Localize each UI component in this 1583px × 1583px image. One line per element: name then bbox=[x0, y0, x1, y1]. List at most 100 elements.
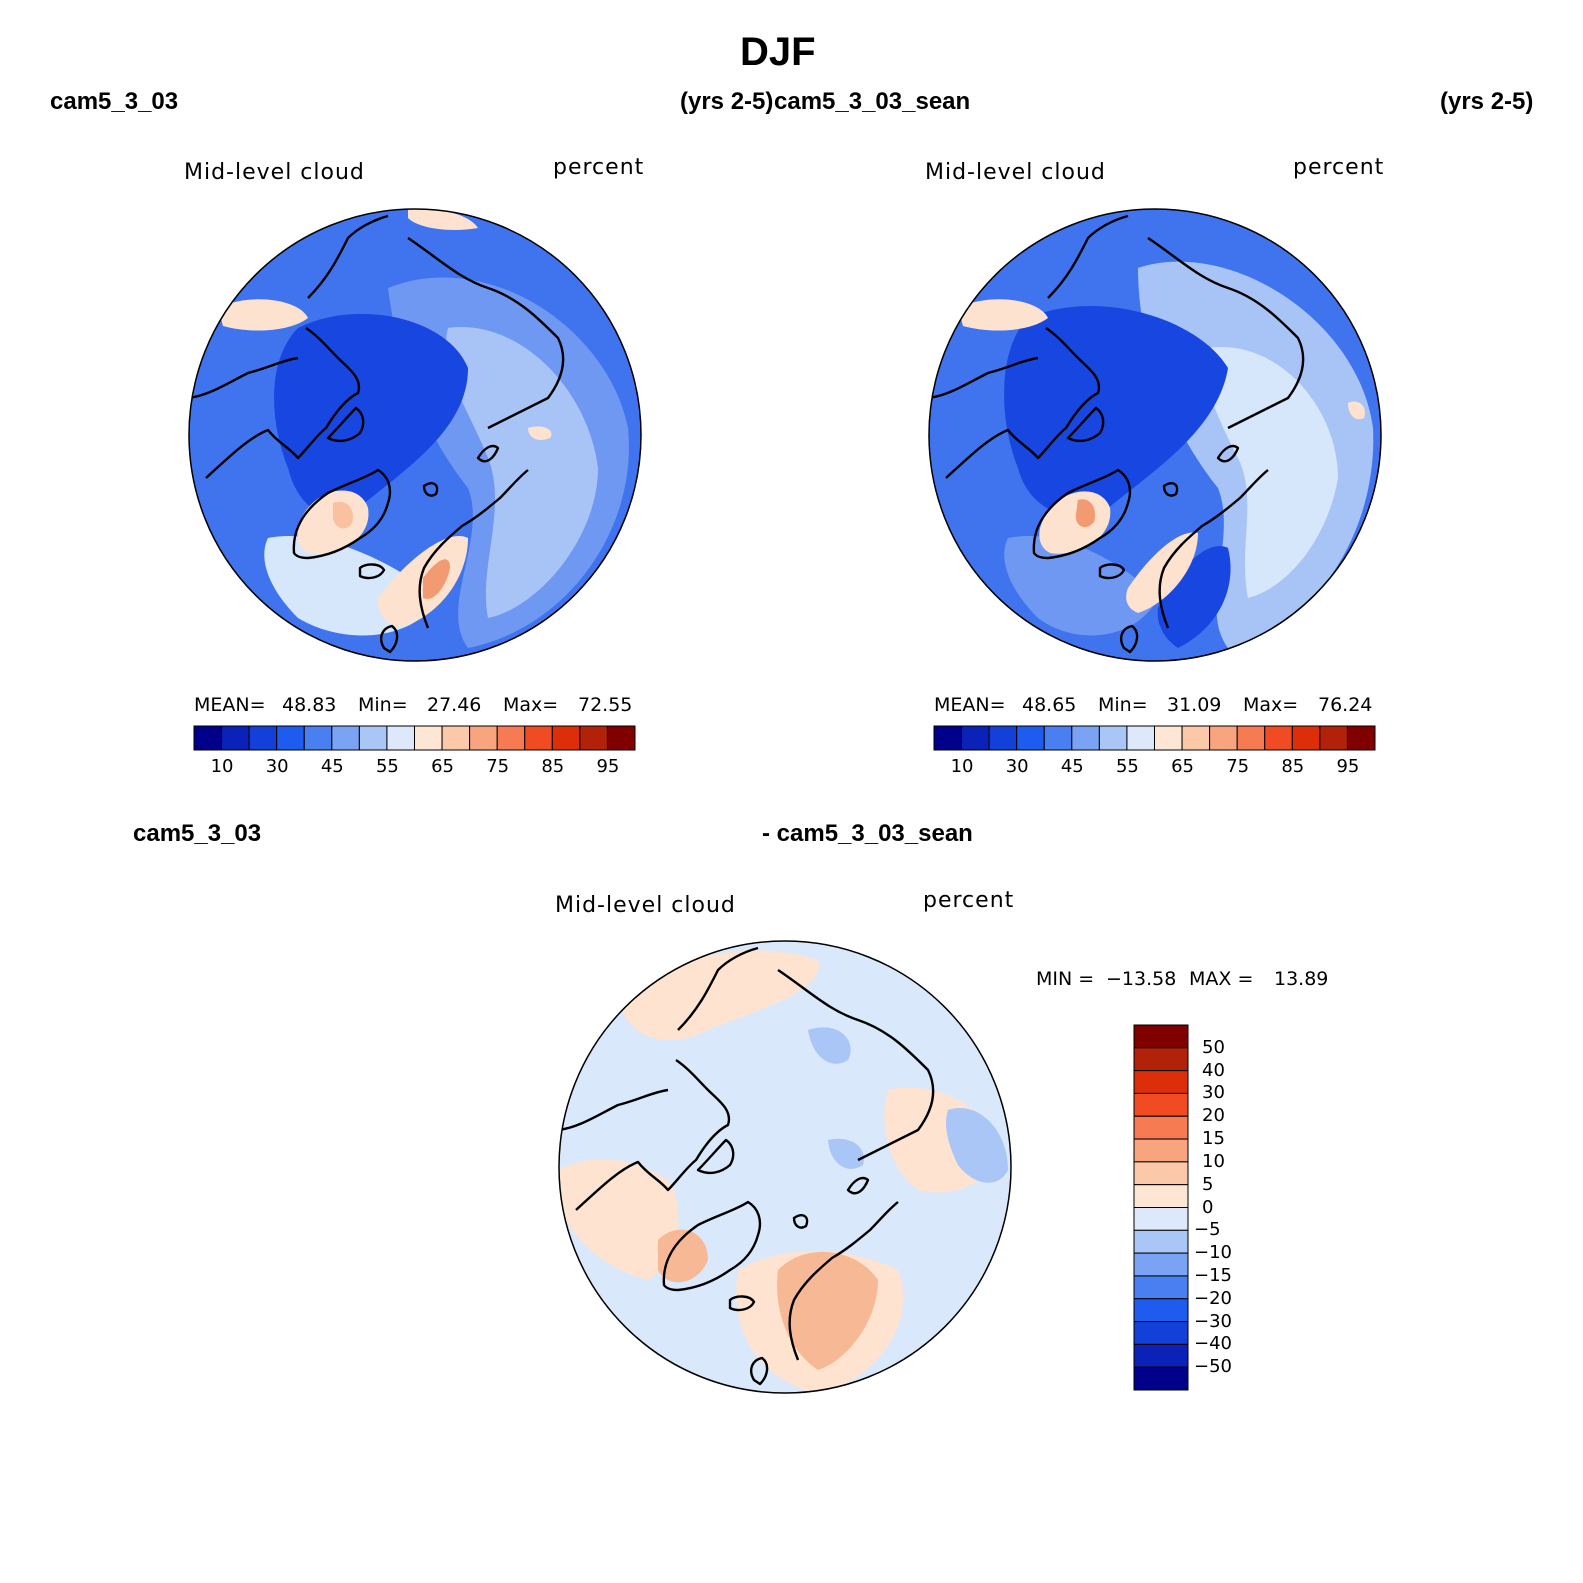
panel3-colorbar bbox=[1133, 1024, 1189, 1391]
panel1-case-name: cam5_3_03 bbox=[50, 88, 179, 115]
panel2-case-name: cam5_3_03_sean bbox=[774, 88, 971, 115]
colorbar-tick-label: 45 bbox=[320, 756, 344, 777]
colorbar-swatch bbox=[1133, 1184, 1189, 1208]
map2-field-peach-atlantic bbox=[1348, 401, 1365, 420]
map3-field-peach-west bbox=[559, 1159, 679, 1280]
map2-field-deep bbox=[1004, 306, 1228, 516]
colorbar-swatch bbox=[933, 725, 963, 751]
colorbar-swatch bbox=[579, 725, 608, 751]
colorbar-swatch bbox=[1133, 1092, 1189, 1117]
panel1-min-label: Min= bbox=[358, 694, 408, 716]
colorbar-swatch bbox=[1346, 725, 1376, 751]
colorbar-swatch bbox=[1319, 725, 1348, 751]
map2-coast-siberia bbox=[1047, 214, 1305, 430]
map3-coast-alaska bbox=[559, 1088, 669, 1132]
map1-field-peach-top bbox=[408, 209, 478, 230]
map1-field-peach-greenland bbox=[297, 490, 369, 554]
colorbar-swatch bbox=[1209, 725, 1238, 751]
map2-coast-greenland bbox=[1032, 468, 1132, 560]
map1-coast-canada bbox=[205, 327, 361, 479]
colorbar-swatch bbox=[1133, 1366, 1189, 1391]
colorbar-swatch bbox=[469, 725, 498, 751]
colorbar-swatch bbox=[1154, 725, 1183, 751]
map2-field-light bbox=[1004, 536, 1158, 636]
map1-field-peach-pacific bbox=[218, 299, 308, 331]
panel2-mean-value: 48.65 bbox=[1022, 694, 1077, 716]
map3-coast-canada bbox=[575, 1059, 731, 1211]
map1-coast-novaya bbox=[476, 444, 500, 463]
map2-field-deep-europe bbox=[1157, 546, 1231, 648]
panel2-years: (yrs 2-5) bbox=[1440, 88, 1534, 115]
colorbar-tick-label: 55 bbox=[375, 756, 399, 777]
colorbar-tick-label: 10 bbox=[1202, 1150, 1225, 1172]
map2-field-verypale bbox=[1205, 347, 1338, 598]
map1-field-peach-europe bbox=[377, 536, 468, 628]
panel3-min-value: −13.58 bbox=[1106, 968, 1177, 990]
colorbar-swatch bbox=[1181, 725, 1211, 751]
colorbar-swatch bbox=[606, 725, 636, 751]
colorbar-tick-label: 75 bbox=[486, 756, 510, 777]
map2-coast-iceland bbox=[1098, 563, 1126, 580]
map3-field-salmon-greenland bbox=[658, 1229, 708, 1283]
colorbar-swatch bbox=[1133, 1161, 1189, 1186]
panel1-mean-label: MEAN= bbox=[194, 694, 266, 716]
panel1-years: (yrs 2-5) bbox=[680, 88, 774, 115]
panel1-colorbar bbox=[193, 725, 636, 751]
colorbar-swatch bbox=[1133, 1024, 1189, 1049]
map3-coast-scandinavia bbox=[788, 1201, 899, 1361]
map1-field-salmon-greenland bbox=[333, 501, 353, 529]
map3-coast-iceland bbox=[728, 1295, 756, 1312]
map3-coast-baffin bbox=[696, 1138, 735, 1175]
map2-coast-britain bbox=[1120, 624, 1139, 654]
map3-field-blue-center bbox=[808, 1027, 851, 1064]
colorbar-tick-label: 65 bbox=[431, 756, 454, 777]
map3-coast-britain bbox=[750, 1356, 769, 1386]
colorbar-swatch bbox=[551, 725, 581, 751]
panel1-polar-map bbox=[188, 208, 642, 662]
map3-coast-greenland bbox=[662, 1200, 762, 1292]
colorbar-swatch bbox=[1098, 725, 1128, 751]
colorbar-tick-label: 15 bbox=[1202, 1128, 1225, 1150]
colorbar-swatch bbox=[276, 725, 305, 751]
colorbar-swatch bbox=[1133, 1252, 1189, 1277]
colorbar-tick-label: 85 bbox=[541, 756, 565, 777]
map1-coast-iceland bbox=[358, 563, 386, 580]
colorbar-swatch bbox=[961, 725, 990, 751]
colorbar-swatch bbox=[1133, 1115, 1189, 1140]
colorbar-swatch bbox=[193, 725, 223, 751]
colorbar-swatch bbox=[1133, 1047, 1189, 1072]
panel1-max-label: Max= bbox=[503, 694, 559, 716]
panel2-units-label: percent bbox=[1293, 155, 1385, 180]
colorbar-tick-label: −50 bbox=[1194, 1356, 1232, 1378]
figure-title: DJF bbox=[740, 30, 816, 74]
map3-field-salmon-europe bbox=[777, 1251, 878, 1370]
map1-field-deep bbox=[274, 313, 468, 516]
panel3-min-label: MIN = bbox=[1036, 968, 1095, 990]
colorbar-swatch bbox=[441, 725, 471, 751]
colorbar-tick-label: 10 bbox=[210, 756, 234, 777]
colorbar-tick-label: 75 bbox=[1226, 756, 1250, 777]
colorbar-swatch bbox=[358, 725, 388, 751]
map3-field-blue-east bbox=[946, 1108, 1008, 1183]
colorbar-tick-label: 95 bbox=[1336, 756, 1360, 777]
map1-field-pale bbox=[446, 327, 598, 618]
panel2-max-label: Max= bbox=[1243, 694, 1299, 716]
panel3-units-label: percent bbox=[923, 888, 1015, 913]
panel2-variable-label: Mid-level cloud bbox=[925, 160, 1106, 185]
map1-coast-greenland bbox=[292, 468, 392, 560]
map2-coast-scandinavia bbox=[1158, 469, 1269, 629]
colorbar-swatch bbox=[1016, 725, 1045, 751]
colorbar-tick-label: −10 bbox=[1194, 1242, 1232, 1264]
colorbar-tick-label: −20 bbox=[1194, 1287, 1232, 1309]
colorbar-swatch bbox=[248, 725, 278, 751]
panel1-min-value: 27.46 bbox=[427, 694, 482, 716]
panel3-max-value: 13.89 bbox=[1274, 968, 1329, 990]
colorbar-swatch bbox=[303, 725, 333, 751]
colorbar-swatch bbox=[1133, 1138, 1189, 1163]
colorbar-tick-label: 85 bbox=[1281, 756, 1305, 777]
colorbar-swatch bbox=[1071, 725, 1100, 751]
map1-coast-svalbard bbox=[422, 482, 439, 497]
panel2-polar-map bbox=[928, 208, 1382, 662]
panel2-max-value: 76.24 bbox=[1318, 694, 1373, 716]
map2-coast-canada bbox=[945, 327, 1101, 479]
